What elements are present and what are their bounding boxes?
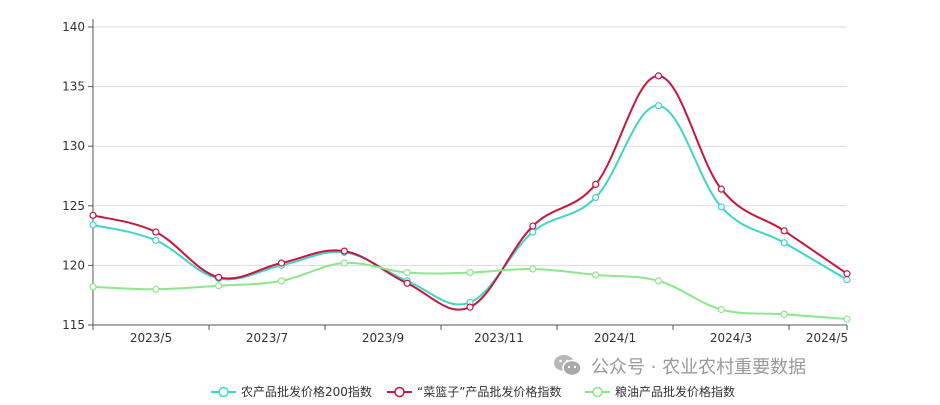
- data-point[interactable]: [152, 285, 160, 293]
- legend-label: “菜篮子”产品批发价格指数: [417, 384, 561, 399]
- legend-label: 农产品批发价格200指数: [241, 384, 372, 399]
- legend[interactable]: 农产品批发价格200指数 “菜篮子”产品批发价格指数 粮油产品批发价格指数: [211, 384, 735, 399]
- data-point[interactable]: [654, 277, 663, 285]
- data-point[interactable]: [717, 305, 725, 314]
- data-point[interactable]: [529, 265, 537, 273]
- x-tick-label: 2023/11: [474, 331, 524, 345]
- data-point[interactable]: [843, 276, 851, 284]
- data-point[interactable]: [277, 259, 286, 267]
- legend-swatch-marker: [592, 386, 603, 398]
- data-point[interactable]: [340, 259, 348, 267]
- x-tick-label: 2024/3: [710, 331, 752, 345]
- data-point[interactable]: [529, 228, 537, 236]
- legend-item[interactable]: 粮油产品批发价格指数: [585, 384, 735, 399]
- legend-swatch-marker: [394, 386, 405, 398]
- x-tick-label: 2024/5: [806, 331, 848, 345]
- data-point[interactable]: [403, 268, 411, 277]
- data-point[interactable]: [340, 247, 348, 255]
- data-point[interactable]: [654, 72, 663, 80]
- y-tick-label: 115: [62, 318, 85, 332]
- y-tick-label: 130: [62, 139, 85, 153]
- legend-swatch-marker: [218, 386, 229, 398]
- data-point[interactable]: [89, 221, 97, 229]
- data-point[interactable]: [843, 315, 851, 323]
- watermark: 公众号 · 农业农村重要数据: [553, 351, 806, 381]
- y-tick-label: 125: [62, 199, 85, 213]
- series-layer: [89, 72, 851, 323]
- data-point[interactable]: [654, 102, 663, 110]
- data-point[interactable]: [215, 282, 223, 290]
- data-point[interactable]: [843, 270, 851, 278]
- data-point[interactable]: [403, 279, 411, 287]
- legend-item[interactable]: 农产品批发价格200指数: [211, 384, 372, 399]
- x-tick-label: 2023/5: [130, 331, 172, 345]
- y-tick-label: 135: [62, 80, 85, 94]
- wechat-icon: [554, 355, 582, 377]
- data-point[interactable]: [529, 222, 537, 230]
- y-tick-label: 120: [62, 258, 85, 272]
- data-point[interactable]: [592, 180, 600, 188]
- data-point[interactable]: [780, 239, 788, 247]
- data-point[interactable]: [717, 203, 725, 211]
- watermark-text: 公众号 · 农业农村重要数据: [591, 357, 807, 378]
- data-point[interactable]: [592, 193, 600, 202]
- data-point[interactable]: [89, 283, 97, 291]
- data-point[interactable]: [780, 227, 788, 235]
- legend-item[interactable]: “菜篮子”产品批发价格指数: [387, 384, 561, 399]
- y-tick-label: 140: [62, 20, 85, 34]
- data-point[interactable]: [215, 273, 223, 281]
- data-point[interactable]: [466, 303, 474, 311]
- data-point[interactable]: [717, 185, 725, 193]
- data-point[interactable]: [466, 268, 474, 277]
- data-point[interactable]: [780, 310, 788, 318]
- x-tick-label: 2023/9: [362, 331, 404, 345]
- data-point[interactable]: [152, 236, 160, 244]
- x-tick-label: 2023/7: [246, 331, 288, 345]
- data-point[interactable]: [592, 271, 600, 279]
- data-point[interactable]: [89, 211, 97, 219]
- legend-label: 粮油产品批发价格指数: [615, 384, 735, 399]
- x-tick-label: 2024/1: [594, 331, 636, 345]
- data-point[interactable]: [277, 277, 286, 285]
- axes: 115 120 125 130 135 140 2023/5 2023/7 2023/9 2023…: [62, 19, 848, 345]
- data-point[interactable]: [152, 228, 160, 236]
- grid-lines: [93, 26, 847, 266]
